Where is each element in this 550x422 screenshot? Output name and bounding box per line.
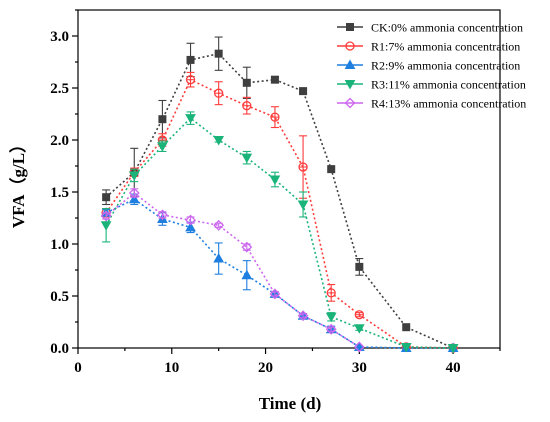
series-3 xyxy=(100,111,459,354)
data-point xyxy=(346,23,354,31)
data-point xyxy=(242,78,251,87)
data-point xyxy=(186,55,195,64)
data-point xyxy=(270,112,280,122)
legend-label: CK:0% ammonia concentration xyxy=(371,21,523,35)
data-point xyxy=(354,310,364,320)
data-point xyxy=(241,269,253,280)
data-point xyxy=(185,114,196,124)
legend-label: R4:13% ammonia concentration xyxy=(371,97,526,111)
data-point xyxy=(299,87,308,96)
legend-entry: R4:13% ammonia concentration xyxy=(337,97,526,111)
data-point xyxy=(213,253,225,263)
data-point xyxy=(298,162,308,172)
data-point xyxy=(185,75,196,85)
series-1 xyxy=(101,71,458,353)
x-tick-label: 20 xyxy=(258,360,273,376)
y-tick-label: 2.5 xyxy=(50,81,69,97)
legend-entry: R1:7% ammonia concentration xyxy=(337,40,520,54)
y-axis-label: VFA（g/L） xyxy=(8,136,28,228)
legend: CK:0% ammonia concentration R1:7% ammonia… xyxy=(337,21,526,111)
data-point xyxy=(355,262,364,271)
data-point xyxy=(400,342,412,353)
y-tick-label: 0.5 xyxy=(50,289,69,305)
series-line xyxy=(105,192,360,348)
data-point xyxy=(185,214,196,226)
y-tick-label: 3.0 xyxy=(50,29,69,45)
data-point xyxy=(327,165,336,174)
axes-layer: 0 10 20 30 40 0.0 0.5 1.0 1.5 2.0 2.5 3.0 xyxy=(50,9,501,376)
data-point xyxy=(213,219,225,231)
legend-label: R1:7% ammonia concentration xyxy=(371,40,520,54)
series-line xyxy=(105,78,454,349)
data-point xyxy=(269,288,281,300)
data-point xyxy=(353,341,365,353)
data-point xyxy=(241,241,253,253)
data-point xyxy=(214,49,223,58)
data-point xyxy=(128,187,140,199)
x-tick-label: 0 xyxy=(74,360,82,376)
y-tick-label: 2.0 xyxy=(50,133,69,149)
data-point xyxy=(157,142,168,152)
legend-entry: R3:11% ammonia concentration xyxy=(337,78,526,92)
data-point xyxy=(102,193,111,202)
data-point xyxy=(344,97,356,109)
data-point xyxy=(100,210,112,222)
data-point xyxy=(213,136,225,146)
data-point xyxy=(269,175,281,186)
data-point xyxy=(100,221,112,231)
data-point xyxy=(270,75,279,84)
data-point xyxy=(345,41,355,51)
x-tick-label: 30 xyxy=(352,360,367,376)
data-point xyxy=(325,312,337,323)
data-point xyxy=(156,209,168,221)
data-point xyxy=(344,80,356,90)
series-line xyxy=(105,198,454,349)
series-4 xyxy=(100,187,365,353)
data-point xyxy=(297,200,309,210)
y-tick-label: 0.0 xyxy=(50,341,69,357)
series-0 xyxy=(102,36,458,352)
data-point xyxy=(128,193,140,204)
data-point xyxy=(325,323,337,335)
x-axis-label: Time (d) xyxy=(259,394,322,413)
data-point xyxy=(214,88,224,98)
plot-frame xyxy=(77,9,501,349)
data-point xyxy=(447,344,459,354)
series-layer xyxy=(100,36,459,354)
y-tick-label: 1.0 xyxy=(50,237,69,253)
data-point xyxy=(241,153,253,164)
data-point xyxy=(344,59,356,69)
data-point xyxy=(158,115,167,124)
legend-entry: CK:0% ammonia concentration xyxy=(337,21,523,35)
data-point xyxy=(326,288,336,298)
data-point xyxy=(297,310,309,322)
data-point xyxy=(402,323,411,332)
legend-entry: R2:9% ammonia concentration xyxy=(337,59,520,73)
data-point xyxy=(128,171,140,181)
data-point xyxy=(242,101,252,111)
data-point xyxy=(353,324,365,334)
x-tick-label: 10 xyxy=(164,360,179,376)
x-tick-label: 40 xyxy=(446,360,461,376)
data-point xyxy=(185,221,196,232)
legend-label: R2:9% ammonia concentration xyxy=(371,59,520,73)
y-tick-label: 1.5 xyxy=(50,185,69,201)
legend-label: R3:11% ammonia concentration xyxy=(371,78,526,92)
series-line xyxy=(105,117,454,349)
